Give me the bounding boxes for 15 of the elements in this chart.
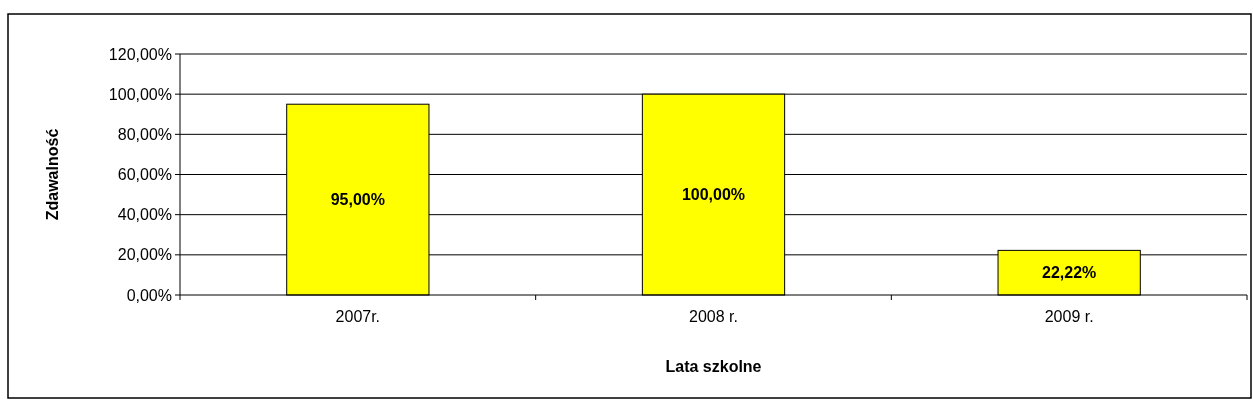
x-tick-label: 2009 r. [1044,308,1094,325]
y-tick-label: 120,00% [108,45,172,63]
y-tick-label: 60,00% [117,166,172,184]
data-label: 95,00% [330,191,385,209]
x-tick-label: 2007r. [335,308,381,325]
y-tick-label: 80,00% [117,125,172,143]
y-axis-title: Zdawalność [44,128,61,221]
data-label: 100,00% [681,186,746,204]
y-tick-label: 0,00% [126,286,172,304]
x-axis-title: Lata szkolne [665,358,762,375]
x-tick-label: 2008 r. [689,308,738,325]
y-tick-label: 40,00% [117,206,172,224]
y-tick-label: 100,00% [108,85,172,103]
y-tick-label: 20,00% [117,246,172,264]
data-label: 22,22% [1042,264,1097,282]
